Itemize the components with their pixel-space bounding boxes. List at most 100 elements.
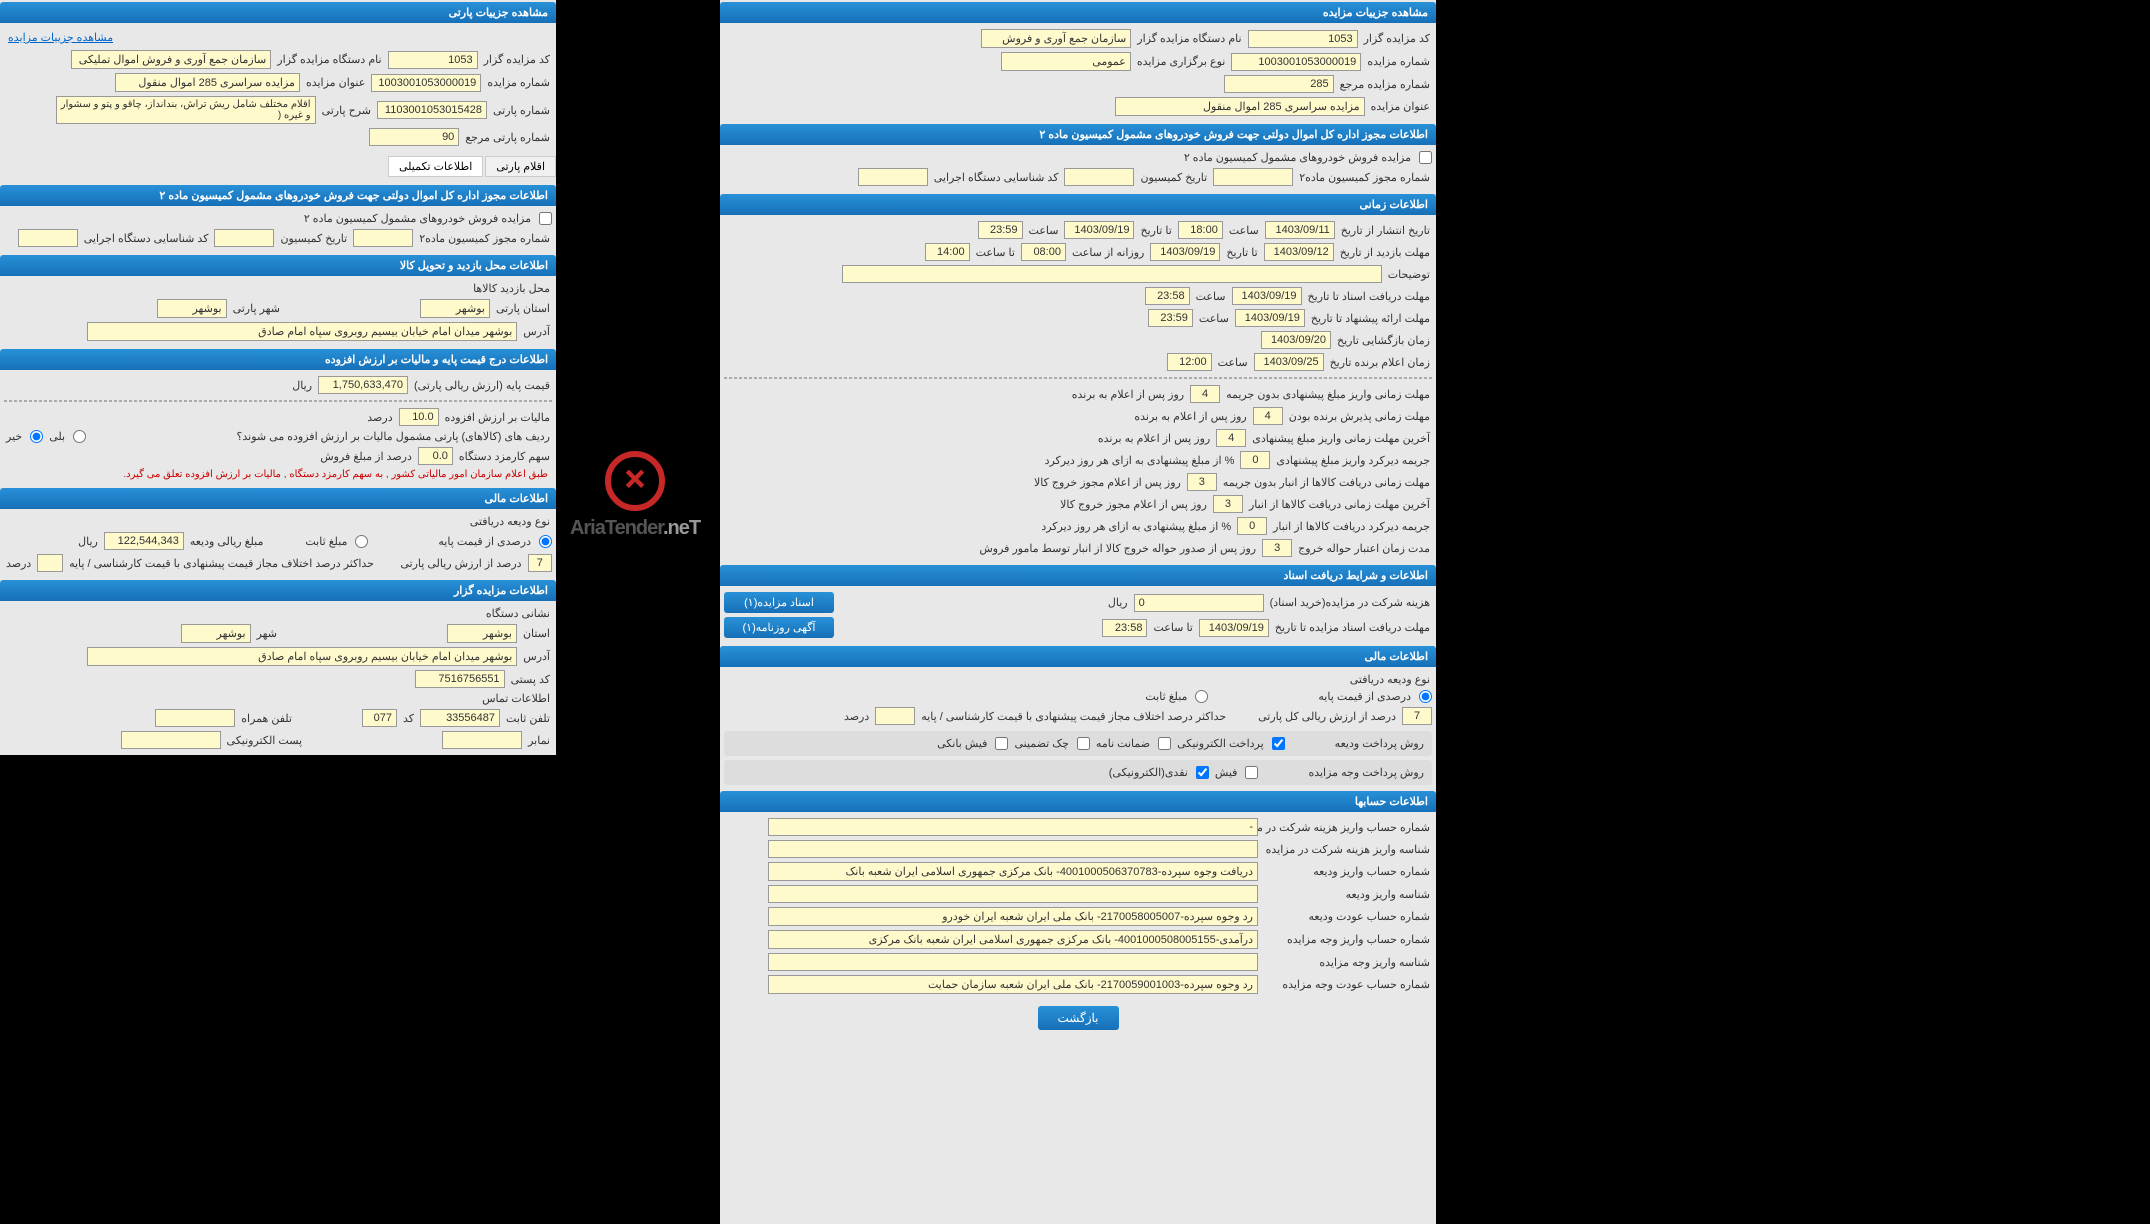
lbl-pay2: روش پرداخت وجه مزایده <box>1306 766 1426 779</box>
lbl-pub-fromh: ساعت <box>1227 224 1261 237</box>
cb-vehicle2[interactable] <box>539 212 552 225</box>
fld-acc2 <box>768 840 1258 858</box>
btn-newspaper[interactable]: آگهی روزنامه(۱) <box>724 617 834 638</box>
link-auction-detail[interactable]: مشاهده جزییات مزایده <box>4 29 117 46</box>
lbl-docdl2h: تا ساعت <box>1151 621 1194 634</box>
lbl-check: چک تضمینی <box>1012 737 1070 750</box>
radio-fixed2[interactable] <box>355 535 368 548</box>
cb-cash[interactable] <box>1196 766 1209 779</box>
fld-d1: 4 <box>1190 385 1220 403</box>
cb-vehicle[interactable] <box>1419 151 1432 164</box>
section-fin-header: اطلاعات مالی <box>720 646 1436 667</box>
fld-docdl: 1403/09/19 <box>1232 287 1302 305</box>
radio-yes[interactable] <box>73 430 86 443</box>
lbl-oaddr: آدرس <box>521 650 552 663</box>
lbl-permitdate: تاریخ کمیسیون <box>1138 171 1209 184</box>
party-detail-panel: مشاهده جزییات پارتی مشاهده جزییات مزایده… <box>0 0 556 702</box>
u-d7: % از مبلغ پیشنهادی به ازای هر روز دیرکرد <box>1039 520 1233 533</box>
lbl-d2: مهلت زمانی پذیرش برنده بودن <box>1287 410 1432 423</box>
cb-fish[interactable] <box>995 737 1008 750</box>
lbl-d1: مهلت زمانی واریز مبلغ پیشنهادی بدون جریم… <box>1224 388 1432 401</box>
lbl-bidd: مهلت ارائه پیشنهاد تا تاریخ <box>1309 312 1432 325</box>
lbl-refno: شماره مزایده مرجع <box>1338 78 1432 91</box>
fld-d8: 3 <box>1262 539 1292 557</box>
lbl-docfee: هزینه شرکت در مزایده(خرید اسناد) <box>1268 596 1432 609</box>
lbl-city: شهر پارتی <box>231 302 282 315</box>
section-fin2-header: اطلاعات مالی <box>0 488 556 509</box>
lbl-d4: جریمه دیرکرد واریز مبلغ پیشنهادی <box>1274 454 1432 467</box>
lbl-pno: شماره مزایده <box>485 76 552 89</box>
fld-baseprice: 1,750,633,470 <box>318 376 408 394</box>
radio-pct[interactable] <box>1419 690 1432 703</box>
lbl-desc: توضیحات <box>1386 268 1432 281</box>
radio-fixed[interactable] <box>1195 690 1208 703</box>
cb-check[interactable] <box>1077 737 1090 750</box>
lbl-visit-dh2: تا ساعت <box>974 246 1017 259</box>
cb-fish2[interactable] <box>1245 766 1258 779</box>
fld-acc1: - <box>768 818 1258 836</box>
lbl-docdlh: ساعت <box>1194 290 1228 303</box>
lbl-permitno2: شماره مجوز کمیسیون ماده۲ <box>417 232 552 245</box>
fld-tel: 33556487 <box>420 709 500 727</box>
fld-vat: 10.0 <box>399 408 439 426</box>
u-baseprice: ریال <box>290 379 314 392</box>
lbl-maxdiff: حداکثر درصد اختلاف مجاز قیمت پیشنهادی با… <box>919 710 1228 723</box>
fld-d6: 3 <box>1213 495 1243 513</box>
lbl-oprovince: استان <box>521 627 552 640</box>
lbl-code: کد مزایده گزار <box>1362 32 1432 45</box>
back-button[interactable]: بازگشت <box>1038 1006 1119 1030</box>
fld-ocity: بوشهر <box>181 624 251 643</box>
lbl-areacode: کد <box>401 712 416 725</box>
lbl-docdl2: مهلت دریافت اسناد مزایده تا تاریخ <box>1273 621 1432 634</box>
u-d6: روز پس از اعلام مجوز خروج کالا <box>1058 498 1209 511</box>
lbl-deptype: نوع ودیعه دریافتی <box>1348 673 1432 686</box>
fld-pub-toh: 23:59 <box>978 221 1023 239</box>
lbl-execid: کد شناسایی دستگاه اجرایی <box>932 171 1061 184</box>
cb-zaman[interactable] <box>1158 737 1171 750</box>
note-tax: طبق اعلام سازمان امور مالیاتی کشور , به … <box>4 467 552 482</box>
lbl-porg: نام دستگاه مزایده گزار <box>275 53 383 66</box>
btn-docs[interactable]: اسناد مزایده(۱) <box>724 592 834 613</box>
u-maxdiff: درصد <box>842 710 871 723</box>
lbl-acc5: شماره حساب عودت ودیعه <box>1262 910 1432 923</box>
fld-biddh: 23:59 <box>1148 309 1193 327</box>
lbl-biddh: ساعت <box>1197 312 1231 325</box>
tab-moreinfo[interactable]: اطلاعات تکمیلی <box>388 156 483 177</box>
lbl-permitno: شماره مجوز کمیسیون ماده۲ <box>1297 171 1432 184</box>
lbl-pay1: روش پرداخت ودیعه <box>1333 737 1426 750</box>
fld-acc7 <box>768 953 1258 971</box>
lbl-mzno: شماره مزایده <box>1365 55 1432 68</box>
auction-detail-panel: مشاهده جزییات مزایده کد مزایده گزار 1053… <box>720 0 1436 1224</box>
radio-pct2[interactable] <box>539 535 552 548</box>
section-org-header: اطلاعات مزایده گزار <box>0 580 556 601</box>
lbl-zaman: ضمانت نامه <box>1094 737 1152 750</box>
lbl-epay: پرداخت الکترونیکی <box>1175 737 1266 750</box>
radio-no[interactable] <box>30 430 43 443</box>
lbl-visitplace: محل بازدید کالاها <box>471 282 552 295</box>
lbl-radio-fixed2: مبلغ ثابت <box>303 535 349 548</box>
lbl-d3: آخرین مهلت زمانی واریز مبلغ پیشنهادی <box>1250 432 1432 445</box>
tab-items[interactable]: اقلام پارتی <box>485 156 556 177</box>
u-depamt: ریال <box>76 535 100 548</box>
fld-pcode: 1053 <box>388 51 478 69</box>
fld-permitno <box>1213 168 1293 186</box>
fld-bidd: 1403/09/19 <box>1235 309 1305 327</box>
lbl-no: خیر <box>4 430 24 443</box>
fld-maxdiff2 <box>37 554 63 572</box>
section-price-header: اطلاعات درج قیمت پایه و مالیات بر ارزش ا… <box>0 349 556 370</box>
brand-suffix: .neT <box>663 517 700 539</box>
fld-porg: سازمان جمع آوری و فروش اموال تملیکی <box>71 50 271 69</box>
lbl-contact: اطلاعات تماس <box>480 692 552 705</box>
lbl-title: عنوان مزایده <box>1369 100 1432 113</box>
fld-code: 1053 <box>1248 30 1358 48</box>
u-docfee: ریال <box>1106 596 1130 609</box>
lbl-fish: فیش بانکی <box>935 737 989 750</box>
lbl-execid2: کد شناسایی دستگاه اجرایی <box>82 232 211 245</box>
lbl-d5: مهلت زمانی دریافت کالاها از انبار بدون ج… <box>1221 476 1432 489</box>
fld-acc8: رد وجوه سپرده-2170059001003- بانک ملی ای… <box>768 975 1258 994</box>
cb-epay[interactable] <box>1272 737 1285 750</box>
u-karmozd: درصد از مبلغ فروش <box>318 450 414 463</box>
lbl-yes: بلی <box>47 430 67 443</box>
brand-name: AriaTender <box>570 517 663 539</box>
fld-docfee: 0 <box>1134 594 1264 612</box>
